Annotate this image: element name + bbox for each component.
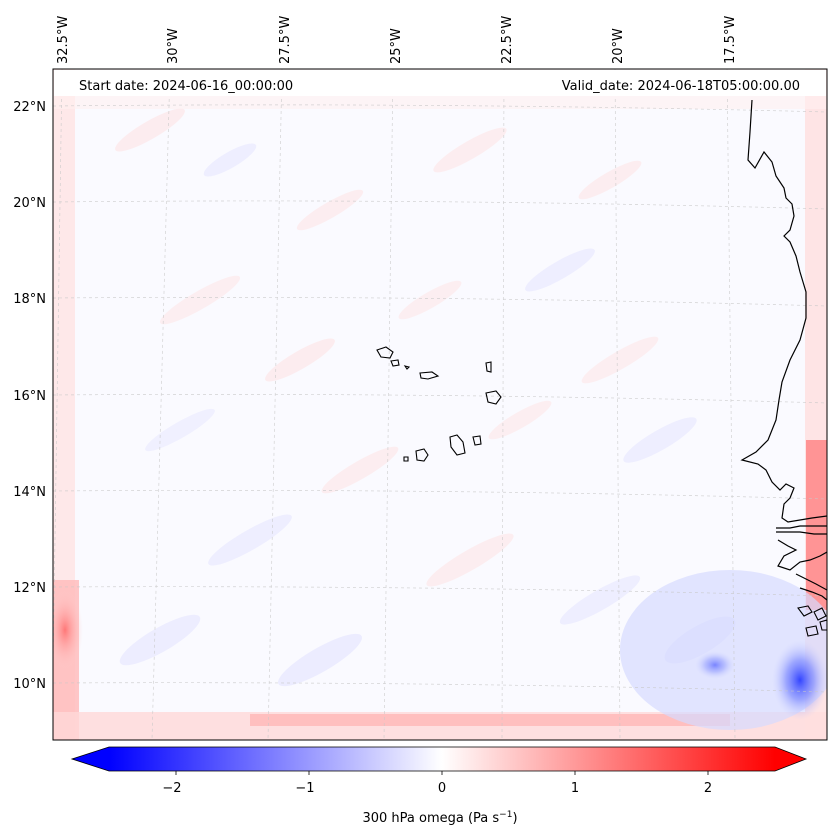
guinea-bissau-coast [777,539,827,601]
island-sao-vicente [390,359,400,367]
lat-label-18n: 18°N [13,292,46,307]
island-boa-vista [485,390,502,405]
right-lower-red [806,440,827,610]
cb-tick-2: 2 [704,781,712,796]
lon-label-25w: 25°W [389,28,404,64]
start-date-label: Start date: 2024-06-16_00:00:00 [79,79,293,94]
lon-label-22-5w: 22.5°W [500,16,515,64]
island-brava [403,456,409,462]
island-santa-luzia [403,365,411,370]
colorbar-high-extend [775,747,806,771]
lat-label-22n: 22°N [13,100,46,115]
lon-label-17-5w: 17.5°W [723,16,738,64]
lon-label-27-5w: 27.5°W [278,16,293,64]
lon-label-30w: 30°W [166,28,181,64]
cape-verde-islands [376,346,502,462]
colorbar-gradient [109,747,775,771]
lat-label-16n: 16°N [13,389,46,404]
island-sal [485,361,492,373]
island-santiago [449,434,466,456]
colorbar-ticks [175,771,709,775]
island-maio [472,435,482,446]
cb-tick-minus-2: −2 [162,781,181,796]
strong-blue-core [772,640,827,720]
map-frame [52,68,828,741]
colorbar-outline [70,746,808,772]
colorbar-label: 300 hPa omega (Pa s−1) [362,810,517,826]
red-core-left [53,590,83,670]
lat-label-12n: 12°N [13,581,46,596]
left-boundary-band [53,69,75,740]
bijagos-islands [797,605,827,637]
blue-core-2 [695,651,735,679]
map-panel: Start date: 2024-06-16_00:00:00 Valid_da… [52,68,828,741]
lat-label-10n: 10°N [13,677,46,692]
colorbar: −2 −1 0 1 2 300 hPa omega (Pa s−1) [70,746,808,826]
colorbar-label-exponent: −1 [499,810,512,820]
island-sao-nicolau [419,371,440,380]
lat-label-20n: 20°N [13,196,46,211]
gridlines [53,69,827,740]
colorbar-low-extend [72,747,109,771]
colorbar-label-main: 300 hPa omega (Pa s [362,811,499,826]
cb-tick-1: 1 [571,781,579,796]
colorbar-tick-labels: −2 −1 0 1 2 [162,781,712,796]
cb-tick-0: 0 [438,781,446,796]
lon-label-20w: 20°W [611,28,626,64]
longitude-labels: 32.5°W 30°W 27.5°W 25°W 22.5°W 20°W 17.5… [56,16,738,64]
island-santo-antao [376,346,394,359]
latitude-labels: 22°N 20°N 18°N 16°N 14°N 12°N 10°N [13,100,46,692]
island-fogo [415,448,429,462]
title-strip [54,70,826,96]
bottom-red-strip [250,714,730,726]
africa-coastline [740,99,827,523]
gambia-coast [776,525,827,535]
field-streaks [115,108,736,687]
colorbar-label-close: ) [512,811,517,826]
valid-date-label: Valid_date: 2024-06-18T05:00:00.00 [562,79,800,94]
cb-tick-minus-1: −1 [295,781,314,796]
lat-label-14n: 14°N [13,485,46,500]
lon-label-32-5w: 32.5°W [56,16,71,64]
